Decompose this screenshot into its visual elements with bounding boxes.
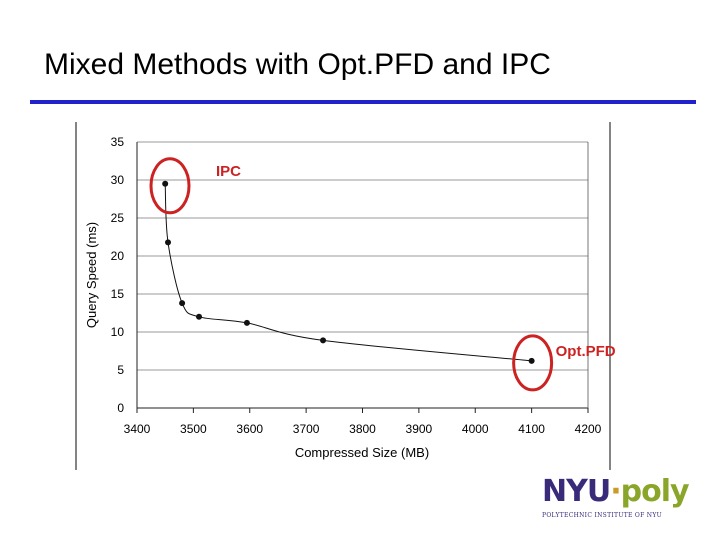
x-tick-label: 4000 bbox=[462, 422, 489, 436]
data-point bbox=[196, 313, 203, 320]
x-tick-label: 4100 bbox=[518, 422, 545, 436]
y-tick-label: 35 bbox=[111, 135, 125, 149]
data-point bbox=[162, 180, 169, 187]
tick-labels: 0 5 10 15 20 25 30 35 3400 3500 3600 3700 3800 3900 40… bbox=[111, 135, 602, 436]
y-tick-label: 0 bbox=[117, 401, 124, 415]
data-points bbox=[162, 180, 535, 364]
series-path bbox=[164, 183, 532, 362]
x-tick-label: 3700 bbox=[293, 422, 320, 436]
annotation-label: IPC bbox=[216, 163, 241, 180]
annotation-circle bbox=[512, 334, 554, 392]
x-tick-label: 3900 bbox=[406, 422, 433, 436]
y-tick-label: 25 bbox=[111, 211, 125, 225]
series-line bbox=[164, 183, 532, 362]
grid-lines bbox=[136, 141, 589, 413]
x-tick-label: 3600 bbox=[236, 422, 263, 436]
title-divider bbox=[30, 100, 696, 104]
logo-wordmark: NYU·poly bbox=[542, 474, 690, 509]
y-tick-label: 30 bbox=[111, 173, 125, 187]
slide-title: Mixed Methods with Opt.PFD and IPC bbox=[44, 48, 551, 81]
data-point bbox=[243, 319, 250, 326]
x-tick-label: 3800 bbox=[349, 422, 376, 436]
y-axis-label: Query Speed (ms) bbox=[84, 222, 99, 328]
x-tick-label: 3500 bbox=[180, 422, 207, 436]
y-tick-label: 15 bbox=[111, 287, 125, 301]
annotation-circle bbox=[149, 157, 191, 215]
nyu-poly-logo: NYU·poly POLYTECHNIC INSTITUTE OF NYU bbox=[538, 474, 690, 524]
y-tick-label: 20 bbox=[111, 249, 125, 263]
y-tick-label: 10 bbox=[111, 325, 125, 339]
logo-poly: poly bbox=[620, 474, 690, 509]
data-point bbox=[165, 239, 172, 246]
x-tick-label: 4200 bbox=[575, 422, 602, 436]
annotation-label: Opt.PFD bbox=[556, 343, 616, 360]
logo-dot: · bbox=[610, 474, 621, 509]
data-point bbox=[320, 337, 327, 344]
logo-subtitle: POLYTECHNIC INSTITUTE OF NYU bbox=[542, 512, 662, 519]
x-axis-label: Compressed Size (MB) bbox=[295, 445, 429, 460]
logo-nyu: NYU bbox=[542, 474, 611, 509]
y-tick-label: 5 bbox=[117, 363, 124, 377]
data-point bbox=[528, 357, 535, 364]
data-point bbox=[179, 300, 186, 307]
x-tick-label: 3400 bbox=[124, 422, 151, 436]
annotations: IPC Opt.PFD bbox=[149, 157, 616, 392]
